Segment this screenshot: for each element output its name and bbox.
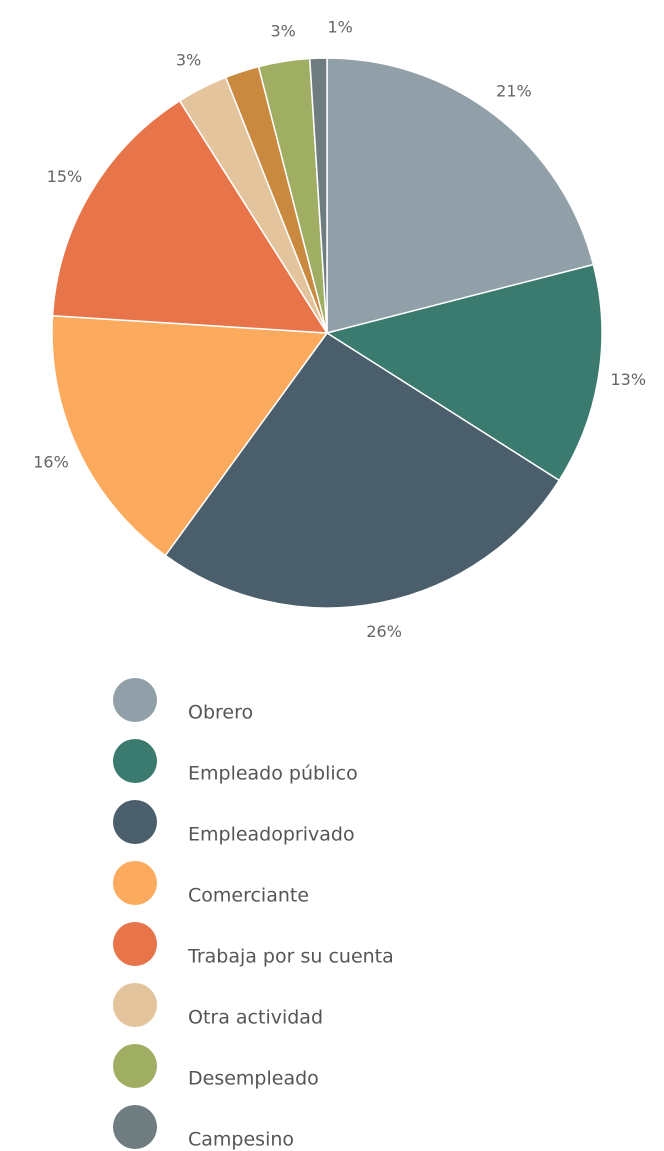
slice-label: 26% <box>366 622 402 641</box>
legend-swatch <box>113 800 157 844</box>
legend-label: Obrero <box>188 702 253 724</box>
slice-label: 15% <box>47 167 83 186</box>
legend-swatch <box>113 861 157 905</box>
legend-label: Empleado público <box>188 763 358 785</box>
pie-slice <box>308 57 328 334</box>
pie-slice <box>51 314 329 557</box>
slice-label: 16% <box>33 452 69 471</box>
legend-swatch <box>113 678 157 722</box>
pie-slice <box>326 57 595 334</box>
legend-label: Campesino <box>188 1129 294 1151</box>
pie-slice <box>325 263 603 482</box>
pie-slice <box>51 99 329 334</box>
legend-label: Comerciante <box>188 885 309 907</box>
legend-swatch <box>113 1105 157 1149</box>
legend-swatch <box>113 922 157 966</box>
slice-label: 21% <box>496 82 532 101</box>
legend-label: Empleadoprivado <box>188 824 355 846</box>
slice-label: 1% <box>327 18 352 37</box>
legend-swatch <box>113 1044 157 1088</box>
slice-label: 3% <box>271 21 296 40</box>
slice-label: 3% <box>176 51 201 70</box>
slice-label: 13% <box>610 370 646 389</box>
legend-label: Trabaja por su cuenta <box>187 946 394 968</box>
pie-slice <box>164 331 561 609</box>
legend-label: Otra actividad <box>188 1007 323 1029</box>
legend-swatch <box>113 739 157 783</box>
legend-swatch <box>113 983 157 1027</box>
legend-label: Desempleado <box>188 1068 319 1090</box>
